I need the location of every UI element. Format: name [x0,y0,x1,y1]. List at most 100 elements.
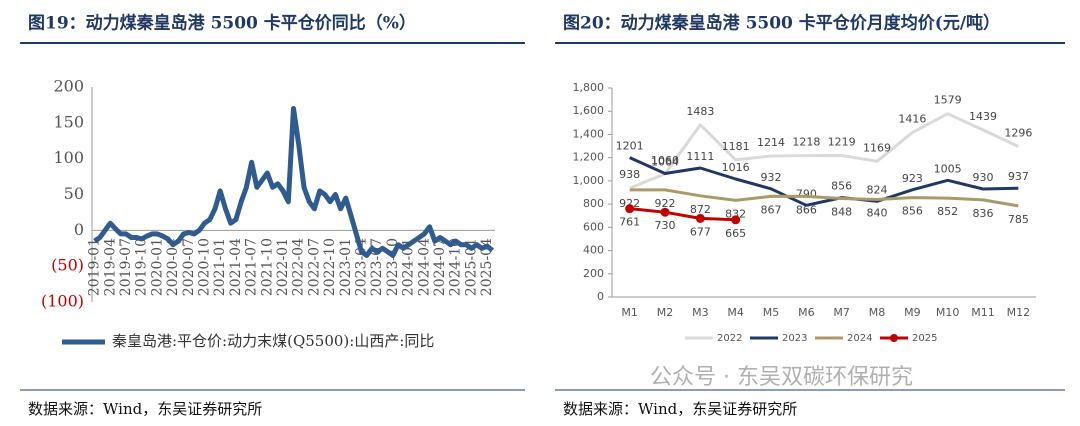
x-tick-label: M12 [1007,306,1031,319]
chart-title: 图19：动力煤秦皇岛港 5500 卡平仓价同比（%） [28,13,416,34]
legend-marker [890,334,898,342]
series-line [629,188,1019,208]
x-tick-label: 2020-10 [197,238,213,296]
data-label: 922 [619,197,640,210]
x-tick-label: 2019-07 [118,238,134,296]
y-tick-label: 150 [53,112,84,131]
data-label: 872 [690,203,711,216]
x-tick-label: 2023-07 [369,238,385,296]
x-tick-label: M1 [621,306,638,319]
data-label: 856 [831,180,852,193]
y-tick-label: 200 [583,267,604,280]
x-tick-label: M11 [971,306,995,319]
data-label: 1219 [828,135,856,148]
y-tick-label: 400 [583,244,604,257]
data-label: 836 [973,207,994,220]
data-label: 840 [867,206,888,219]
y-tick-label: 1,800 [573,81,605,94]
chart-title: 图20：动力煤秦皇岛港 5500 卡平仓价月度均价(元/吨） [563,13,1000,34]
x-tick-label: 2022-07 [306,238,322,296]
data-label: 1416 [898,113,926,126]
data-label: 938 [619,168,640,181]
data-label: 824 [867,183,888,196]
data-label: 1111 [686,150,714,163]
data-label: 730 [655,219,676,232]
data-label: 1016 [722,161,750,174]
y-tick-label: 600 [583,220,604,233]
y-tick-label: 0 [74,220,84,239]
x-tick-label: M3 [692,306,709,319]
data-label: 1579 [934,94,962,107]
data-label: 1214 [757,136,785,149]
data-label: 856 [902,205,923,218]
data-label: 1060 [651,154,679,167]
x-tick-label: M8 [869,306,886,319]
y-tick-label: (100) [41,292,84,311]
data-label: 922 [655,197,676,210]
data-label: 867 [761,203,782,216]
x-tick-label: 2019-01 [87,238,103,296]
data-label: 848 [831,206,852,219]
data-label: 1296 [1004,127,1032,140]
y-tick-label: 200 [53,77,84,96]
data-label: 1483 [686,105,714,118]
data-label: 1064 [651,155,679,168]
x-tick-label: 2021-07 [244,238,260,296]
series-line [93,106,494,258]
x-tick-label: 2021-10 [259,238,275,296]
x-tick-label: 2019-10 [134,238,150,296]
x-tick-label: 2024-07 [432,238,448,296]
x-tick-label: M5 [763,306,780,319]
y-tick-label: 1,000 [573,174,605,187]
data-label: 761 [619,216,640,229]
y-tick-label: 800 [583,197,604,210]
x-tick-label: 2023-01 [338,238,354,296]
y-tick-label: 1,200 [573,151,605,164]
x-tick-label: 2020-07 [181,238,197,296]
data-label: 1201 [616,140,644,153]
legend-label: 2023 [782,333,807,344]
y-tick-label: 50 [64,184,84,203]
x-tick-label: 2022-01 [275,238,291,296]
x-tick-label: 2024-04 [416,238,432,296]
data-label: 832 [725,207,746,220]
data-label: 1439 [969,110,997,123]
data-label: 665 [725,227,746,240]
data-label: 677 [690,225,711,238]
x-tick-label: 2021-04 [228,238,244,296]
source: 数据来源：Wind，东吴证券研究所 [28,400,262,418]
legend-label: 2025 [912,333,937,344]
x-tick-label: M9 [904,306,921,319]
x-tick-label: 2020-01 [149,238,165,296]
x-tick-label: 2022-04 [291,238,307,296]
y-tick-label: 0 [597,290,604,303]
x-tick-label: 2024-01 [401,238,417,296]
legend-label: 2024 [847,333,872,344]
x-tick-label: 2024-10 [448,238,464,296]
marker [731,215,741,225]
data-label: 1169 [863,141,891,154]
y-tick-label: 1,400 [573,127,605,140]
x-tick-label: M2 [657,306,674,319]
series-line [629,207,736,222]
data-label: 866 [796,203,817,216]
x-tick-label: 2025-04 [479,238,495,296]
x-tick-label: 2021-01 [212,238,228,296]
y-tick-label: 100 [53,148,84,167]
y-tick-label: (50) [51,256,84,275]
data-label: 930 [973,171,994,184]
x-tick-label: M6 [798,306,815,319]
marker [625,204,635,214]
x-tick-label: 2025-01 [463,238,479,296]
data-label: 932 [761,171,782,184]
data-label: 1005 [934,162,962,175]
source: 数据来源：Wind，东吴证券研究所 [563,400,797,418]
data-label: 1181 [722,140,750,153]
x-tick-label: 2020-04 [165,238,181,296]
data-label: 852 [937,205,958,218]
x-tick-label: 2022-10 [322,238,338,296]
legend-label: 2022 [717,333,742,344]
data-label: 923 [902,172,923,185]
